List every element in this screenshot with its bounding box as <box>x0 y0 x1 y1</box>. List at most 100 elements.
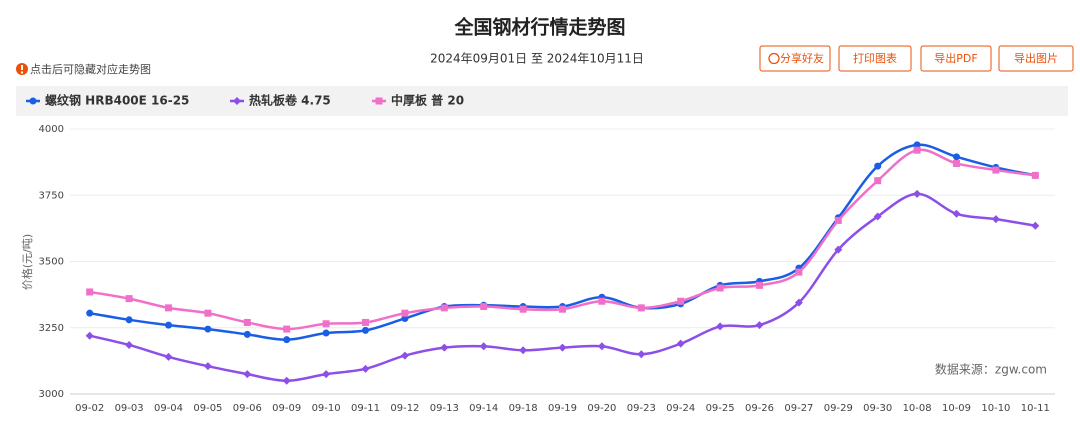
point <box>559 305 566 313</box>
point <box>282 376 291 385</box>
point <box>204 325 212 333</box>
y-axis-label: 价格(元/吨) <box>20 234 34 290</box>
legend-bar <box>16 86 1068 116</box>
point <box>1031 171 1039 179</box>
point <box>677 297 685 305</box>
point <box>164 352 173 361</box>
point <box>322 329 330 337</box>
point <box>243 370 252 379</box>
point <box>283 336 291 344</box>
point <box>86 309 94 317</box>
x-tick-label: 09-03 <box>115 403 144 414</box>
point <box>283 325 291 333</box>
series-line <box>89 148 1036 331</box>
x-tick-label: 10-10 <box>981 403 1010 414</box>
point <box>598 297 606 305</box>
x-tick-label: 09-19 <box>548 403 577 414</box>
x-tick-label: 10-08 <box>903 403 932 414</box>
x-tick-label: 09-30 <box>863 403 892 414</box>
point <box>125 295 133 303</box>
point <box>125 316 133 324</box>
point <box>440 343 449 352</box>
point <box>479 342 488 351</box>
point <box>322 320 330 328</box>
point <box>913 141 921 149</box>
point <box>992 166 1000 174</box>
point <box>480 303 488 311</box>
y-tick-label: 4000 <box>39 124 64 135</box>
point <box>361 364 370 373</box>
hint-text: 点击后可隐藏对应走势图 <box>30 62 151 76</box>
x-tick-label: 09-13 <box>430 403 459 414</box>
x-tick-label: 09-10 <box>312 403 341 414</box>
series-line <box>89 192 1036 383</box>
x-tick-label: 09-12 <box>390 403 419 414</box>
point <box>558 343 567 352</box>
x-tick-label: 09-23 <box>627 403 656 414</box>
x-tick-label: 09-02 <box>75 403 104 414</box>
x-tick-label: 09-14 <box>469 403 498 414</box>
chart-subtitle: 2024年09月01日 至 2024年10月11日 <box>430 52 644 66</box>
x-tick-label: 09-11 <box>351 403 380 414</box>
point <box>401 309 409 317</box>
legend-marker <box>375 97 383 105</box>
x-tick-label: 09-24 <box>666 403 695 414</box>
legend-label[interactable]: 中厚板 普 20 <box>391 93 464 108</box>
point <box>756 281 763 289</box>
share-icon <box>768 52 780 65</box>
button-label[interactable]: 分享好友 <box>780 51 824 65</box>
point <box>1031 221 1040 230</box>
x-tick-label: 10-09 <box>942 403 971 414</box>
legend-label[interactable]: 热轧板卷 4.75 <box>249 93 331 108</box>
button[interactable] <box>998 45 1074 72</box>
point <box>716 284 724 292</box>
button[interactable] <box>838 45 912 72</box>
button-label[interactable]: 导出图片 <box>1014 51 1058 65</box>
point <box>165 304 172 312</box>
legend-label[interactable]: 螺纹钢 HRB400E 16-25 <box>45 93 189 108</box>
point <box>913 189 922 198</box>
x-tick-label: 09-29 <box>824 403 853 414</box>
point <box>125 340 134 349</box>
point <box>795 268 803 276</box>
point <box>597 342 606 351</box>
y-tick-label: 3750 <box>39 190 64 201</box>
x-tick-label: 09-25 <box>706 403 735 414</box>
point <box>637 350 646 359</box>
point <box>401 314 409 322</box>
x-tick-label: 09-09 <box>272 403 301 414</box>
x-tick-label: 09-27 <box>784 403 813 414</box>
point <box>874 177 882 185</box>
y-tick-label: 3500 <box>39 257 64 268</box>
point <box>637 304 645 312</box>
button[interactable] <box>759 45 831 72</box>
legend-marker <box>29 97 37 105</box>
point <box>204 309 212 317</box>
point <box>165 321 172 329</box>
point <box>991 215 1000 224</box>
point <box>794 298 803 307</box>
point <box>519 346 528 355</box>
hint-icon-dot <box>21 71 23 74</box>
point <box>362 326 369 334</box>
x-tick-label: 09-26 <box>745 403 774 414</box>
x-tick-label: 09-20 <box>587 403 616 414</box>
point <box>953 159 960 167</box>
x-tick-label: 09-05 <box>193 403 222 414</box>
point <box>362 318 369 326</box>
point <box>834 245 843 254</box>
x-tick-label: 09-06 <box>233 403 262 414</box>
x-tick-label: 09-18 <box>509 403 538 414</box>
button-label[interactable]: 导出PDF <box>934 51 977 65</box>
x-tick-label: 09-04 <box>154 403 183 414</box>
point <box>953 153 960 161</box>
button-label[interactable]: 打印图表 <box>853 51 897 65</box>
x-tick-label: 10-11 <box>1021 403 1050 414</box>
point <box>874 162 882 170</box>
point <box>440 304 448 312</box>
point <box>755 321 764 330</box>
legend-marker <box>233 97 241 105</box>
point <box>243 318 251 326</box>
button[interactable] <box>920 45 992 72</box>
